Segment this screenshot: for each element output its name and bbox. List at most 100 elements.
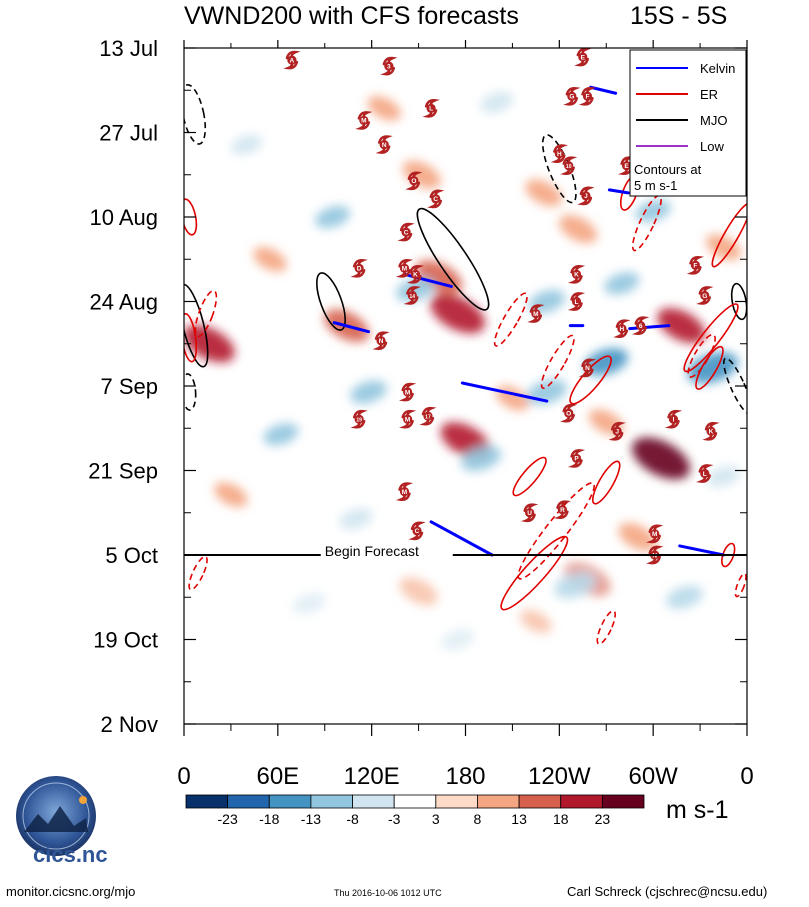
storm-icon xyxy=(646,524,664,544)
storm-icon-core xyxy=(700,290,710,301)
kelvin-track xyxy=(678,544,726,557)
colorbar-swatch xyxy=(393,794,437,809)
mjo-contour xyxy=(416,207,490,311)
storm-label: F xyxy=(693,263,697,270)
storm-icon-core xyxy=(376,336,386,346)
storm-marker: G xyxy=(696,286,714,305)
chart-title: VWND200 with CFS forecasts xyxy=(184,2,519,30)
storm-icon-core xyxy=(407,290,417,301)
storm-icon-core xyxy=(531,308,541,319)
colorbar-tick-label: 23 xyxy=(595,811,611,827)
kelvin-track xyxy=(628,324,671,331)
storm-icon-core xyxy=(582,363,593,373)
er-contour xyxy=(184,198,198,236)
anomaly-patch xyxy=(687,352,738,384)
storm-icon xyxy=(702,421,720,441)
storm-label: 10 xyxy=(566,164,572,170)
storm-icon-core xyxy=(706,426,716,436)
storm-label: K xyxy=(574,272,579,279)
er-contour xyxy=(721,542,736,568)
colorbar-tick-label: -8 xyxy=(346,811,359,827)
legend-note: Contours at xyxy=(634,162,702,177)
storm-icon-core xyxy=(359,115,369,126)
storm-icon-core xyxy=(399,263,410,273)
storm-icon xyxy=(696,286,714,305)
storm-icon xyxy=(560,156,578,176)
storm-icon-core xyxy=(287,55,297,65)
logo-ring xyxy=(22,782,90,850)
storm-icon xyxy=(380,56,398,76)
storm-marker: N xyxy=(372,331,390,351)
x-tick-label: 120E xyxy=(344,763,400,790)
storm-icon xyxy=(399,382,417,402)
colorbar-swatch xyxy=(601,794,645,809)
storm-icon-core xyxy=(399,487,410,497)
storm-icon xyxy=(560,403,578,423)
storm-icon xyxy=(350,409,368,429)
mjo-contour xyxy=(316,272,346,331)
y-tick-label: 5 Oct xyxy=(105,543,158,568)
storm-label: 17 xyxy=(425,414,431,420)
storm-marker: L xyxy=(422,99,440,118)
storm-icon xyxy=(567,292,586,311)
storm-marker: M xyxy=(395,258,414,278)
legend: Kelvin ER MJO Low Contours at5 m s-1 xyxy=(629,49,747,197)
storm-marker: C xyxy=(408,521,426,541)
storm-icon xyxy=(646,545,664,565)
storm-label: C xyxy=(404,229,409,236)
storm-label: G xyxy=(702,293,707,300)
storm-label: H xyxy=(557,151,562,158)
colorbar-swatch xyxy=(560,794,603,809)
logo-sun xyxy=(79,796,87,804)
colorbar-tick-label: -3 xyxy=(388,811,401,827)
storm-icon-core xyxy=(650,529,660,539)
storm-icon-core xyxy=(401,227,411,237)
storm-icon xyxy=(397,222,415,242)
colorbar-swatch xyxy=(518,794,562,809)
storm-icon xyxy=(553,500,572,520)
storm-icon xyxy=(578,86,597,106)
anomaly-patch xyxy=(558,215,598,244)
storm-icon-core xyxy=(617,324,627,334)
storm-icon xyxy=(419,406,437,426)
legend-label: MJO xyxy=(700,113,727,128)
cicsnc-logo xyxy=(16,776,96,856)
colorbar-swatch xyxy=(268,794,312,809)
storm-icon xyxy=(355,111,373,130)
storm-icon xyxy=(563,86,581,106)
storm-label: G xyxy=(569,94,574,101)
y-tick-label: 7 Sep xyxy=(101,374,159,399)
storm-icon-core xyxy=(578,52,588,62)
storm-marker: 17 xyxy=(419,406,437,426)
anomaly-patch xyxy=(618,522,657,551)
storm-label: N xyxy=(382,142,387,149)
storm-marker: O xyxy=(560,403,578,423)
colorbar: -23 -18 -13 -8 -3 3 8 13 18 23 xyxy=(185,794,645,827)
storm-label: 14 xyxy=(410,294,416,300)
er-contour xyxy=(683,303,739,373)
storm-icon-core xyxy=(690,260,700,270)
mjo-contour xyxy=(184,373,197,411)
kelvin-track xyxy=(332,321,371,334)
storm-icon-core xyxy=(571,296,582,307)
storm-marker: H xyxy=(550,144,568,163)
er-contour xyxy=(687,333,716,378)
storm-label: F xyxy=(585,94,589,101)
colorbar-unit: m s-1 xyxy=(666,796,729,824)
storm-label: M xyxy=(533,311,538,318)
storm-icon xyxy=(283,50,301,70)
storm-icon xyxy=(408,521,426,541)
storm-marker: F xyxy=(686,255,705,275)
y-tick-label: 21 Sep xyxy=(88,459,158,484)
storm-marker: I xyxy=(664,409,683,429)
storm-icon xyxy=(577,186,595,206)
storm-icon xyxy=(372,331,390,351)
storm-icon-core xyxy=(554,149,564,159)
storm-marker: K xyxy=(567,265,586,284)
er-contour xyxy=(512,456,547,497)
storm-label: C xyxy=(415,528,420,535)
storm-icon xyxy=(395,482,414,501)
storm-icon-core xyxy=(621,161,632,171)
storm-icon-core xyxy=(571,269,582,279)
storm-label: M xyxy=(402,266,407,273)
